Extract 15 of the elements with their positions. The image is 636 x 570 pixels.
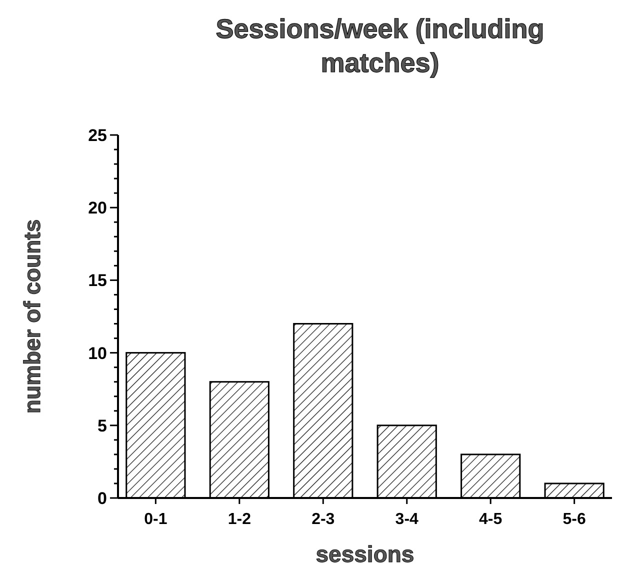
y-axis-title: number of counts bbox=[19, 219, 45, 414]
y-tick-label: 10 bbox=[88, 344, 107, 363]
chart-title: Sessions/week (including matches) bbox=[216, 14, 544, 78]
y-tick-label: 25 bbox=[88, 126, 107, 145]
x-tick-label: 1-2 bbox=[228, 511, 252, 528]
y-tick-label: 5 bbox=[98, 416, 107, 436]
x-axis-title: sessions bbox=[316, 541, 414, 567]
x-tick-label: 5-6 bbox=[562, 511, 586, 528]
x-tick-label: 2-3 bbox=[312, 511, 335, 528]
x-tick-label: 3-4 bbox=[395, 511, 419, 528]
y-tick-label: 20 bbox=[88, 198, 107, 218]
x-tick-label: 4-5 bbox=[479, 511, 502, 528]
y-tick-label: 0 bbox=[98, 488, 107, 508]
x-tick-label: 0-1 bbox=[144, 511, 168, 528]
y-tick-label: 15 bbox=[88, 271, 107, 290]
